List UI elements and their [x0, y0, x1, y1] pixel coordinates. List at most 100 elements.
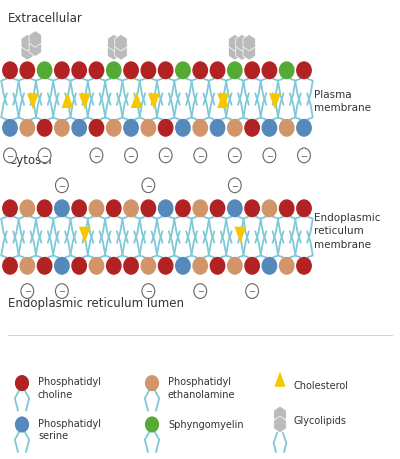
Circle shape: [55, 63, 69, 79]
Text: Phosphatidyl
choline: Phosphatidyl choline: [38, 377, 101, 399]
Circle shape: [146, 417, 158, 432]
Polygon shape: [243, 35, 256, 52]
Text: −: −: [249, 287, 256, 296]
Circle shape: [193, 201, 208, 217]
Circle shape: [55, 201, 69, 217]
Polygon shape: [217, 94, 229, 110]
Circle shape: [89, 258, 104, 274]
Polygon shape: [115, 45, 127, 61]
Polygon shape: [108, 35, 120, 52]
Circle shape: [55, 120, 69, 137]
Text: −: −: [58, 287, 65, 296]
Text: −: −: [93, 151, 100, 161]
Circle shape: [21, 284, 34, 299]
Circle shape: [89, 201, 104, 217]
Circle shape: [176, 120, 190, 137]
Circle shape: [245, 63, 259, 79]
Circle shape: [37, 120, 52, 137]
Polygon shape: [269, 94, 281, 110]
Circle shape: [38, 149, 51, 163]
Circle shape: [56, 284, 68, 299]
Circle shape: [176, 63, 190, 79]
Circle shape: [56, 179, 68, 193]
Text: −: −: [300, 151, 308, 161]
Text: Sphyngomyelin: Sphyngomyelin: [168, 420, 244, 430]
Circle shape: [124, 120, 138, 137]
Circle shape: [210, 201, 225, 217]
Circle shape: [193, 120, 208, 137]
Circle shape: [72, 201, 86, 217]
Circle shape: [106, 63, 121, 79]
Circle shape: [16, 376, 28, 391]
Text: Cytosol: Cytosol: [8, 154, 52, 167]
Circle shape: [90, 149, 103, 163]
Circle shape: [20, 63, 34, 79]
Polygon shape: [21, 35, 34, 52]
Text: −: −: [266, 151, 273, 161]
Polygon shape: [115, 35, 127, 52]
Text: Extracellular: Extracellular: [8, 11, 83, 24]
Polygon shape: [228, 45, 241, 61]
Circle shape: [228, 63, 242, 79]
Polygon shape: [131, 93, 143, 109]
Circle shape: [20, 120, 34, 137]
Circle shape: [3, 63, 17, 79]
Text: −: −: [145, 181, 152, 190]
Polygon shape: [29, 32, 42, 48]
Circle shape: [72, 258, 86, 274]
Circle shape: [106, 258, 121, 274]
Circle shape: [37, 258, 52, 274]
Circle shape: [245, 258, 259, 274]
Polygon shape: [27, 94, 39, 110]
Circle shape: [245, 201, 259, 217]
Text: −: −: [58, 181, 65, 190]
Text: Glycolipids: Glycolipids: [294, 415, 347, 425]
Circle shape: [262, 258, 277, 274]
Circle shape: [146, 376, 158, 391]
Text: −: −: [197, 287, 204, 296]
Circle shape: [89, 120, 104, 137]
Circle shape: [158, 258, 173, 274]
Text: Endoplasmic
reticulum
membrane: Endoplasmic reticulum membrane: [314, 213, 380, 249]
Circle shape: [141, 63, 156, 79]
Text: Phosphatidyl
ethanolamine: Phosphatidyl ethanolamine: [168, 377, 236, 399]
Polygon shape: [21, 45, 34, 61]
Circle shape: [262, 63, 277, 79]
Text: Plasma
membrane: Plasma membrane: [314, 90, 371, 112]
Text: −: −: [128, 151, 134, 161]
Circle shape: [245, 120, 259, 137]
Circle shape: [210, 258, 225, 274]
Circle shape: [20, 258, 34, 274]
Circle shape: [106, 120, 121, 137]
Circle shape: [297, 63, 311, 79]
Circle shape: [158, 63, 173, 79]
Polygon shape: [236, 35, 248, 52]
Circle shape: [158, 201, 173, 217]
Circle shape: [280, 258, 294, 274]
Circle shape: [228, 258, 242, 274]
Circle shape: [37, 201, 52, 217]
Circle shape: [106, 201, 121, 217]
Circle shape: [262, 201, 277, 217]
Circle shape: [246, 284, 258, 299]
Circle shape: [125, 149, 138, 163]
Text: −: −: [24, 287, 31, 296]
Polygon shape: [234, 227, 246, 243]
Polygon shape: [62, 93, 74, 109]
Circle shape: [142, 179, 155, 193]
Circle shape: [298, 149, 310, 163]
Circle shape: [176, 201, 190, 217]
Circle shape: [263, 149, 276, 163]
Polygon shape: [79, 227, 91, 243]
Circle shape: [297, 201, 311, 217]
Circle shape: [124, 201, 138, 217]
Text: −: −: [197, 151, 204, 161]
Text: −: −: [41, 151, 48, 161]
Circle shape: [3, 201, 17, 217]
Text: −: −: [162, 151, 169, 161]
Circle shape: [20, 201, 34, 217]
Polygon shape: [243, 45, 256, 61]
Circle shape: [124, 63, 138, 79]
Circle shape: [159, 149, 172, 163]
Circle shape: [3, 258, 17, 274]
